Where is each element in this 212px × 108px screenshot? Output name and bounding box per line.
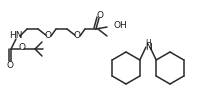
Text: O: O — [7, 60, 14, 70]
Text: O: O — [18, 44, 25, 52]
Text: H: H — [145, 38, 151, 48]
Text: N: N — [145, 44, 151, 52]
Text: OH: OH — [114, 21, 128, 30]
Text: O: O — [96, 10, 103, 20]
Text: O: O — [74, 30, 81, 40]
Text: HN: HN — [9, 30, 23, 40]
Text: O: O — [45, 30, 52, 40]
